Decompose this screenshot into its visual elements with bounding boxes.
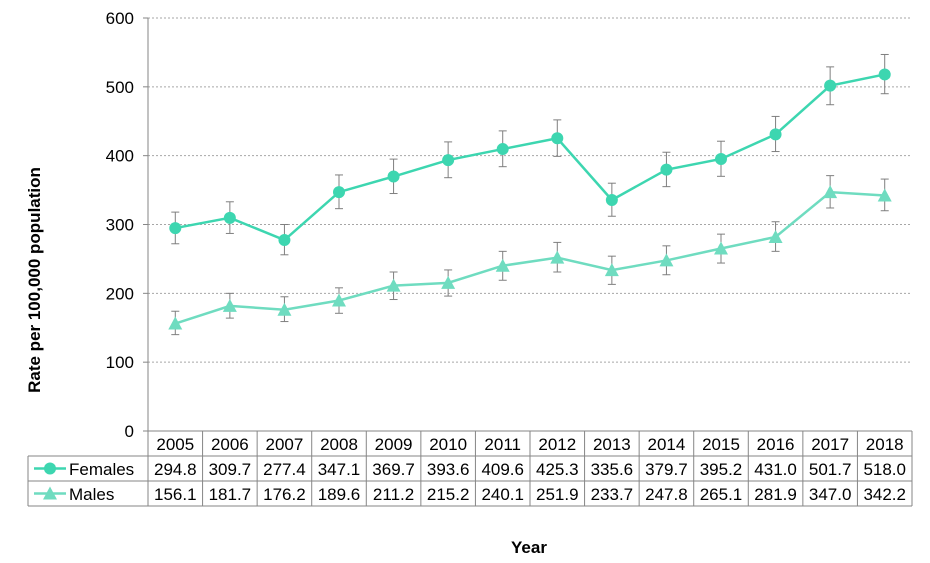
x-tick-label: 2017 — [811, 435, 849, 454]
y-tick-label: 200 — [106, 284, 134, 303]
series-line-males — [174, 190, 885, 325]
table-cell-value: 294.8 — [154, 460, 197, 479]
table-cell-value: 233.7 — [591, 485, 634, 504]
table-cell-value: 431.0 — [754, 460, 797, 479]
data-point-males — [222, 298, 237, 312]
x-axis-label: Year — [511, 538, 547, 557]
table-cell-value: 265.1 — [700, 485, 743, 504]
x-tick-label: 2016 — [757, 435, 795, 454]
table-cell-value: 215.2 — [427, 485, 470, 504]
data-point-males — [823, 185, 838, 199]
x-tick-label: 2005 — [156, 435, 194, 454]
data-point-females — [605, 193, 618, 206]
table-cell-value: 251.9 — [536, 485, 579, 504]
data-point-females — [333, 186, 345, 199]
data-point-females — [169, 222, 182, 235]
y-tick-label: 300 — [106, 216, 134, 235]
x-tick-label: 2010 — [429, 435, 467, 454]
table-cell-value: 247.8 — [645, 485, 688, 504]
x-tick-label: 2018 — [866, 435, 904, 454]
data-point-females — [715, 152, 727, 165]
table-cell-value: 347.1 — [318, 460, 361, 479]
x-tick-label: 2006 — [211, 435, 249, 454]
data-table: 2005 2006 2007 2008 2009 2010 2011 2012 2013 2014… — [27, 430, 913, 507]
data-point-males — [495, 258, 510, 272]
data-point-females — [496, 143, 509, 156]
table-cell-value: 309.7 — [209, 460, 252, 479]
table-cell-value: 181.7 — [209, 485, 252, 504]
y-tick-label: 600 — [106, 9, 134, 28]
data-point-females — [878, 68, 891, 81]
y-tick-label: 100 — [106, 353, 134, 372]
data-point-males — [332, 293, 346, 307]
data-point-males — [168, 316, 183, 330]
data-point-females — [769, 128, 782, 141]
axes — [143, 17, 149, 432]
data-point-males — [768, 229, 783, 243]
data-point-males — [550, 250, 565, 264]
y-axis-label: Rate per 100,000 population — [25, 167, 44, 393]
series-markers — [168, 68, 892, 330]
data-point-females — [387, 170, 400, 183]
data-point-males — [659, 253, 674, 267]
table-cell-value: 369.7 — [372, 460, 415, 479]
table-cell-value: 501.7 — [809, 460, 852, 479]
table-cell-value: 393.6 — [427, 460, 470, 479]
data-point-females — [278, 234, 291, 247]
table-cell-value: 342.2 — [863, 485, 906, 504]
legend-label-males: Males — [69, 485, 114, 504]
table-cell-value: 240.1 — [481, 485, 524, 504]
table-cell-value: 335.6 — [591, 460, 634, 479]
legend-key-females — [34, 462, 66, 475]
table-cell-value: 395.2 — [700, 460, 743, 479]
y-tick-label: 500 — [106, 78, 134, 97]
x-tick-label: 2014 — [648, 435, 686, 454]
table-cell-value: 281.9 — [754, 485, 797, 504]
data-point-males — [714, 241, 728, 255]
y-tick-label: 400 — [106, 147, 134, 166]
x-tick-label: 2009 — [375, 435, 413, 454]
error-bars — [171, 53, 889, 336]
x-tick-label: 2008 — [320, 435, 358, 454]
series-lines — [174, 73, 885, 325]
x-tick-label: 2015 — [702, 435, 740, 454]
data-point-males — [441, 275, 456, 289]
x-tick-label: 2013 — [593, 435, 631, 454]
y-tick-labels: 0 100 200 300 400 500 600 — [106, 9, 134, 441]
table-cell-value: 425.3 — [536, 460, 579, 479]
x-tick-label: 2011 — [484, 435, 521, 454]
table-cell-value: 176.2 — [263, 485, 306, 504]
data-point-females — [223, 211, 236, 224]
data-point-males — [877, 188, 892, 202]
gridlines — [148, 17, 912, 363]
table-cell-value: 518.0 — [863, 460, 906, 479]
table-cell-value: 189.6 — [318, 485, 361, 504]
table-cell-value: 409.6 — [481, 460, 524, 479]
data-point-males — [386, 278, 401, 292]
table-cell-value: 211.2 — [373, 485, 414, 504]
table-cell-value: 277.4 — [263, 460, 306, 479]
data-point-females — [824, 79, 837, 92]
legend-label-females: Females — [69, 460, 134, 479]
table-cell-value: 379.7 — [645, 460, 688, 479]
data-point-males — [604, 263, 619, 277]
data-point-males — [277, 302, 292, 316]
x-tick-label: 2007 — [266, 435, 304, 454]
series-line-females — [175, 73, 885, 242]
table-cell-value: 347.0 — [809, 485, 852, 504]
data-point-females — [551, 132, 564, 145]
table-cell-value: 156.1 — [154, 485, 197, 504]
legend-key-males — [34, 486, 66, 500]
x-tick-label: 2012 — [538, 435, 576, 454]
data-point-females — [660, 163, 673, 176]
data-point-females — [442, 154, 455, 167]
y-tick-label: 0 — [125, 422, 134, 441]
